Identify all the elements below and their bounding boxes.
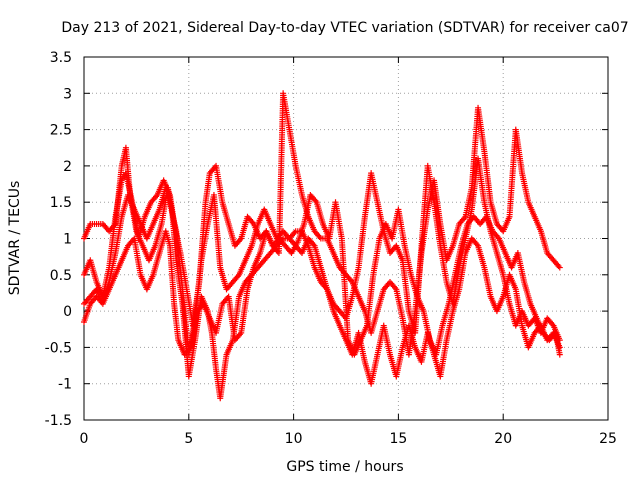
x-tick-label: 0: [80, 431, 89, 447]
y-tick-label: 1.5: [50, 195, 72, 211]
axis-ticks: 0 5 10 15 20 25 -1.5 -1 -0.5 0 0.5 1 1.5 2 2.5 3 3.5: [45, 50, 617, 447]
data-point: [556, 264, 563, 271]
x-tick-label: 15: [389, 431, 407, 447]
y-tick-label: -0.5: [45, 340, 72, 356]
y-tick-label: 0: [63, 304, 72, 320]
y-tick-label: 2.5: [50, 123, 72, 139]
x-tick-label: 20: [494, 431, 512, 447]
y-tick-label: 1: [63, 232, 72, 248]
y-tick-label: 0.5: [50, 268, 72, 284]
y-tick-label: 2: [63, 159, 72, 175]
y-tick-label: -1: [58, 377, 72, 393]
y-tick-label: -1.5: [45, 413, 72, 429]
x-tick-label: 10: [285, 431, 303, 447]
data-points: [81, 90, 563, 402]
y-tick-label: 3.5: [50, 50, 72, 66]
y-axis-label: SDTVAR / TECUs: [7, 181, 23, 296]
x-tick-label: 25: [599, 431, 617, 447]
series-track-c: [81, 191, 563, 358]
y-tick-label: 3: [63, 86, 72, 102]
x-axis-label: GPS time / hours: [286, 459, 403, 475]
x-tick-label: 5: [184, 431, 193, 447]
chart-title: Day 213 of 2021, Sidereal Day-to-day VTE…: [61, 20, 628, 36]
